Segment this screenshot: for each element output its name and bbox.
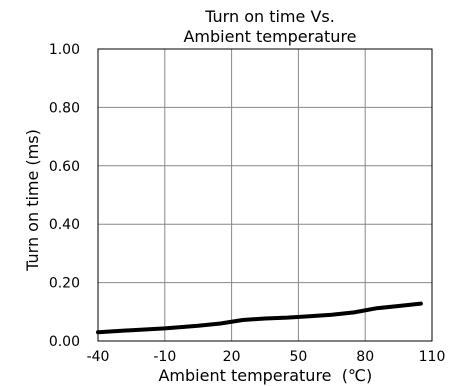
y-tick-label: 0.00 xyxy=(49,334,80,350)
tick-labels: -40 -10 20 50 80 110 0.00 0.20 0.40 0.60 0.80 1.00 xyxy=(49,42,446,365)
y-tick-label: 0.20 xyxy=(49,276,80,292)
y-tick-label: 0.60 xyxy=(49,159,80,175)
grid-lines xyxy=(97,48,433,342)
series-line xyxy=(96,301,423,335)
x-tick-label: -40 xyxy=(87,349,110,365)
x-tick-label: 50 xyxy=(289,349,307,365)
series-layer xyxy=(96,301,423,335)
chart-title-line-2: Ambient temperature xyxy=(183,27,356,46)
x-tick-label: 110 xyxy=(419,349,446,365)
chart-title-line-1: Turn on time Vs. xyxy=(204,7,335,26)
y-tick-label: 0.40 xyxy=(49,217,80,233)
y-tick-label: 1.00 xyxy=(49,42,80,58)
x-tick-label: -10 xyxy=(153,349,176,365)
x-tick-label: 80 xyxy=(356,349,374,365)
x-axis-label: Ambient temperature xyxy=(158,366,331,385)
x-axis-unit-label: (℃) xyxy=(342,366,372,385)
y-axis-label: Turn on time (ms) xyxy=(23,129,42,272)
y-tick-label: 0.80 xyxy=(49,100,80,116)
plot-area-frame xyxy=(97,48,433,342)
x-tick-label: 20 xyxy=(223,349,241,365)
